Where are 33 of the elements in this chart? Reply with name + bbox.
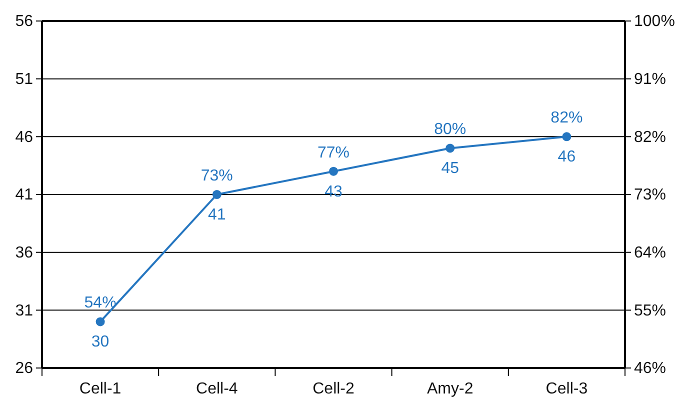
y-tick-label: 41	[15, 186, 34, 204]
y-tick-label: 51	[15, 70, 34, 88]
y2-tick-label: 100%	[634, 13, 675, 30]
point	[446, 144, 455, 153]
annotation: 54%	[84, 294, 116, 312]
y-tick-label: 36	[15, 244, 34, 262]
x-tick-label: Cell-4	[196, 380, 238, 398]
point	[212, 190, 222, 200]
x-tick-label: Cell-1	[79, 380, 122, 398]
annotation: 77%	[317, 144, 350, 162]
point	[96, 317, 105, 326]
point	[562, 132, 572, 142]
y-tick-label: 56	[15, 13, 34, 30]
x-tick-label: Cell-2	[312, 380, 354, 398]
y-tick-label: 26	[15, 360, 34, 378]
y-tick-label: 31	[15, 302, 34, 320]
point	[328, 166, 338, 176]
annotation: 73%	[200, 168, 233, 184]
y2-tick-label: 82%	[634, 128, 666, 146]
y2-tick-label: 55%	[634, 302, 666, 320]
data-label: 41	[208, 206, 226, 224]
y2-tick-label: 73%	[634, 186, 666, 204]
data-label: 30	[91, 334, 110, 351]
y2-tick-label: 64%	[634, 244, 666, 262]
annotation: 82%	[550, 110, 583, 127]
x-tick-label: Cell-3	[546, 380, 588, 398]
y-tick-label: 46	[15, 128, 34, 146]
y2-tick-label: 46%	[634, 360, 666, 378]
y2-tick-label: 91%	[634, 70, 666, 88]
data-label: 46	[558, 148, 576, 166]
annotation: 80%	[434, 121, 466, 138]
data-label: 45	[441, 160, 460, 178]
x-tick-label: Amy-2	[426, 380, 474, 398]
